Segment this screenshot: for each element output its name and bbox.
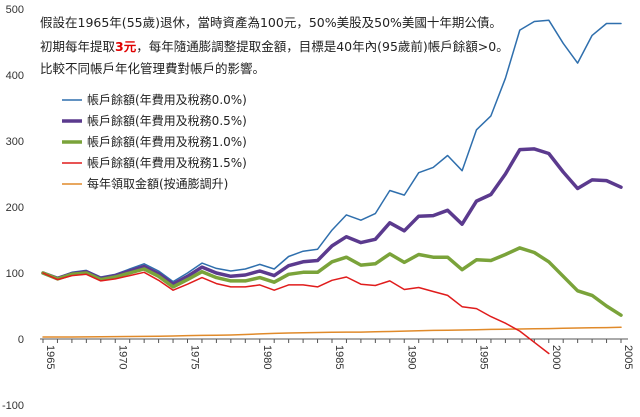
series-line-0: [42, 19, 622, 283]
y-tick-label: 0: [18, 334, 24, 346]
legend-label-4: 每年領取金額(按通膨調升): [87, 176, 228, 191]
legend-label-3: 帳戶餘額(年費用及稅務1.5%): [87, 155, 247, 170]
x-tick-label: 1990: [405, 345, 417, 369]
x-tick-label: 1975: [189, 345, 201, 369]
x-tick-label: 2005: [622, 345, 634, 369]
x-tick-label: 2000: [550, 345, 562, 369]
legend-label-2: 帳戶餘額(年費用及稅務1.0%): [87, 134, 247, 149]
x-tick-label: 1985: [333, 345, 345, 369]
note-line-2-prefix: 初期每年提取: [40, 39, 116, 54]
y-tick-label: 300: [6, 136, 24, 148]
y-tick-label: 100: [6, 268, 24, 280]
series-line-1: [41, 147, 623, 286]
series-line-3: [42, 271, 550, 355]
note-line-3: 比較不同帳戶年化管理費對帳戶的影響。: [40, 61, 266, 76]
withdrawal-amount-highlight: 3元: [115, 39, 137, 54]
note-line-1: 假設在1965年(55歲)退休，當時資產為100元，50%美股及50%美國十年期…: [40, 15, 502, 30]
y-tick-label: -100: [2, 400, 24, 412]
y-tick-label: 500: [6, 4, 24, 16]
legend-label-1: 帳戶餘額(年費用及稅務0.5%): [87, 113, 247, 128]
y-tick-label: 200: [6, 202, 24, 214]
x-tick-label: 1965: [44, 345, 56, 369]
series-line-4: [42, 326, 622, 338]
note-line-2: 初期每年提取3元，每年隨通膨調整提取金額，目標是40年內(95歲前)帳戶餘額>0…: [40, 36, 509, 55]
note-line-2-suffix: ，每年隨通膨調整提取金額，目標是40年內(95歲前)帳戶餘額>0。: [136, 39, 509, 54]
x-tick-label: 1970: [116, 345, 128, 369]
legend-label-0: 帳戶餘額(年費用及稅務0.0%): [87, 92, 247, 107]
legend: 帳戶餘額(年費用及稅務0.0%) 帳戶餘額(年費用及稅務0.5%) 帳戶餘額(年費用…: [62, 92, 247, 191]
y-tick-label: 400: [6, 70, 24, 82]
x-tick-label: 1980: [261, 345, 273, 369]
series-line-2: [41, 246, 623, 317]
x-tick-label: 1995: [478, 345, 490, 369]
